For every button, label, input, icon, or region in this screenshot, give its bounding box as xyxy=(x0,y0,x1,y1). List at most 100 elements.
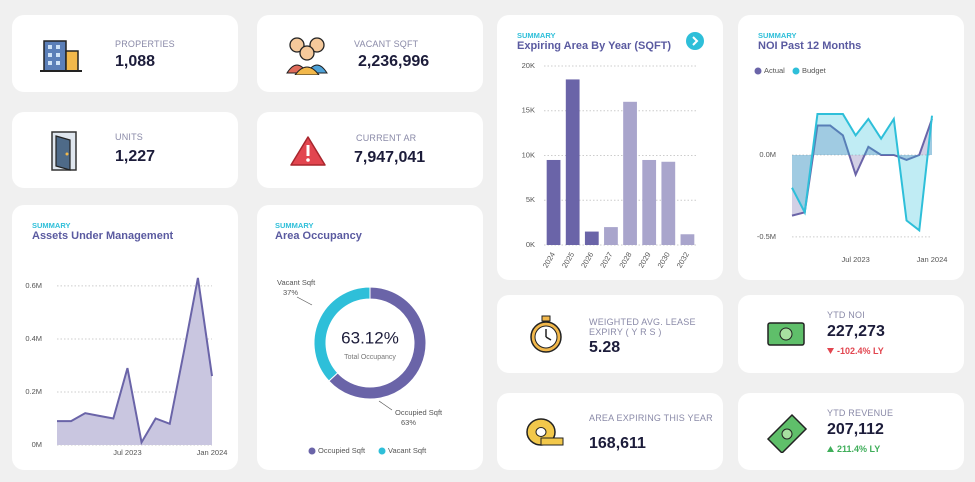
building-icon xyxy=(40,40,82,72)
cash-icon xyxy=(766,413,808,453)
kpi-value: 207,112 xyxy=(827,421,884,438)
x-tick-label: Jul 2023 xyxy=(841,255,869,264)
chart-subtitle: SUMMARY xyxy=(32,221,70,230)
kpi-card: AREA EXPIRING THIS YEAR 168,611 xyxy=(497,393,723,470)
kpi-card: CURRENT AR 7,947,041 xyxy=(257,112,483,188)
kpi-label: PROPERTIES xyxy=(115,39,175,49)
people-icon xyxy=(286,37,328,75)
kpi-value: 168,611 xyxy=(589,435,646,452)
bar xyxy=(642,159,657,245)
x-tick-label: Jul 2023 xyxy=(113,448,141,457)
legend-label: Actual xyxy=(764,66,785,75)
y-tick-label: 5K xyxy=(526,195,535,204)
donut-segment xyxy=(313,286,371,382)
kpi-value: 1,227 xyxy=(115,148,156,165)
line xyxy=(791,118,933,217)
y-tick-label: 10K xyxy=(522,150,535,159)
kpi-change: -102.4% LY xyxy=(837,346,884,356)
x-tick-label: 2028 xyxy=(617,250,633,269)
kpi-value: 1,088 xyxy=(115,53,156,70)
legend-swatch xyxy=(378,447,386,455)
y-tick-label: 15K xyxy=(522,106,535,115)
legend-swatch xyxy=(308,447,316,455)
legend-label: Occupied Sqft xyxy=(318,446,366,455)
bar xyxy=(546,159,561,245)
legend-swatch xyxy=(792,67,800,75)
line xyxy=(57,277,213,446)
y-tick-label: 0.6M xyxy=(25,281,42,290)
door-icon xyxy=(51,131,77,171)
kpi-label: CURRENT AR xyxy=(356,133,417,143)
area xyxy=(792,114,932,231)
kpi-value: 7,947,041 xyxy=(354,149,426,166)
next-button[interactable] xyxy=(686,32,704,50)
kpi-label: YTD NOI xyxy=(827,310,865,320)
chart-card: SUMMARY Area Occupancy Occupied Sqft 63% O… xyxy=(257,205,483,470)
area-chart: SUMMARY Assets Under Management 0M 0.2M 0.… xyxy=(25,221,228,457)
x-tick-label: 2027 xyxy=(598,250,614,269)
kpi-label: UNITS xyxy=(115,132,143,142)
x-tick-label: 2025 xyxy=(560,250,576,269)
bar xyxy=(604,227,618,245)
up-arrow xyxy=(827,446,834,452)
legend-label: Vacant Sqft xyxy=(388,446,427,455)
bar xyxy=(661,161,676,245)
money-icon xyxy=(767,322,805,346)
y-tick-label: 0.4M xyxy=(25,334,42,343)
segment-value-label: 63% xyxy=(401,418,416,427)
legend-swatch xyxy=(754,67,762,75)
kpi-change: 211.4% LY xyxy=(837,444,881,454)
kpi-card: PROPERTIES 1,088 xyxy=(12,15,238,92)
chart-card: SUMMARY Expiring Area By Year (SQFT) 0K 5… xyxy=(497,15,723,280)
kpi-value: 227,273 xyxy=(827,323,885,340)
bar xyxy=(584,231,599,245)
x-tick-label: 2032 xyxy=(675,250,691,269)
kpi-card: YTD REVENUE 207,112 211.4% LY xyxy=(738,393,964,470)
segment-label: Vacant Sqft xyxy=(277,278,316,287)
legend-label: Budget xyxy=(802,66,827,75)
center-caption: Total Occupancy xyxy=(344,354,396,361)
chart-title: NOI Past 12 Months xyxy=(758,40,861,52)
bar xyxy=(623,101,637,245)
chart-title: Area Occupancy xyxy=(275,230,363,242)
x-tick-label: 2029 xyxy=(637,250,653,269)
next-arrow xyxy=(692,36,699,46)
kpi-card: VACANT SQFT 2,236,996 xyxy=(257,15,483,92)
y-tick-label: 0M xyxy=(32,440,42,449)
x-tick-label: Jan 2024 xyxy=(197,448,228,457)
kpi-label: VACANT SQFT xyxy=(354,39,419,49)
x-tick-label: 2024 xyxy=(541,250,557,269)
chart-title: Expiring Area By Year (SQFT) xyxy=(517,40,671,52)
x-tick-label: 2026 xyxy=(579,250,595,269)
line xyxy=(791,113,933,233)
donut-chart: SUMMARY Area Occupancy Occupied Sqft63%O… xyxy=(275,221,443,455)
chart-subtitle: SUMMARY xyxy=(275,221,313,230)
tape-icon xyxy=(526,418,564,446)
chart-subtitle: SUMMARY xyxy=(517,31,555,40)
segment-label: Occupied Sqft xyxy=(395,408,443,417)
y-tick-label: 0.2M xyxy=(25,387,42,396)
kpi-value: 5.28 xyxy=(589,339,621,356)
bar xyxy=(565,79,580,245)
line-chart: SUMMARY NOI Past 12 Months -0.5M 0.0M Actu… xyxy=(754,31,948,264)
stopwatch-icon xyxy=(530,315,562,353)
chart-subtitle: SUMMARY xyxy=(758,31,796,40)
kpi-value: 2,236,996 xyxy=(358,53,430,70)
x-tick-label: 2030 xyxy=(656,250,672,269)
area xyxy=(57,277,212,445)
kpi-label: WEIGHTED AVG. LEASE EXPIRY ( Y R S ) xyxy=(589,317,696,337)
y-tick-label: 20K xyxy=(522,61,535,70)
leader-line xyxy=(296,296,313,306)
x-tick-label: Jan 2024 xyxy=(917,255,948,264)
kpi-card: UNITS 1,227 xyxy=(12,112,238,188)
leader-line xyxy=(378,400,393,411)
chart-title: Assets Under Management xyxy=(32,230,174,242)
area xyxy=(792,118,932,216)
chart-card: SUMMARY Assets Under Management 0M 0.2M 0.… xyxy=(12,205,238,470)
kpi-card: YTD NOI 227,273 -102.4% LY xyxy=(738,295,964,373)
y-tick-label: 0K xyxy=(526,240,535,249)
center-label: 63.12% xyxy=(341,328,399,347)
warning-icon xyxy=(290,136,326,166)
down-arrow xyxy=(827,348,834,354)
